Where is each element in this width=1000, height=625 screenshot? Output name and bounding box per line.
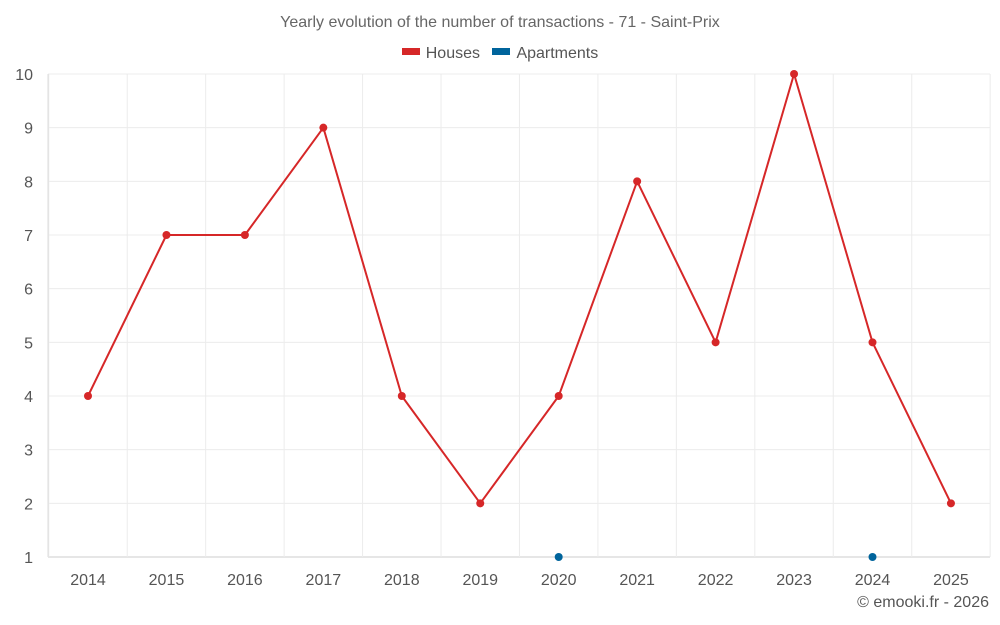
data-point-houses xyxy=(162,231,171,239)
y-tick-label: 1 xyxy=(24,550,33,567)
data-point-houses xyxy=(790,70,799,78)
y-tick-label: 4 xyxy=(24,389,33,406)
x-tick-label: 2022 xyxy=(698,572,734,589)
y-tick-label: 10 xyxy=(15,67,33,84)
legend-label-apartments: Apartments xyxy=(516,45,599,62)
legend-swatch-houses xyxy=(401,48,420,56)
x-tick-label: 2019 xyxy=(462,572,498,589)
data-point-houses xyxy=(84,392,92,400)
axes: 1 2 3 4 5 6 7 8 9 10 2014 2015 2016 2017 2018 2019 2020 2… xyxy=(15,67,969,589)
data-point-apartments xyxy=(554,553,563,561)
y-tick-label: 5 xyxy=(24,335,33,352)
y-tick-label: 9 xyxy=(24,121,33,138)
x-tick-label: 2025 xyxy=(933,572,969,589)
data-point-houses xyxy=(554,392,563,400)
data-point-houses xyxy=(476,499,485,508)
x-tick-label: 2017 xyxy=(306,572,342,589)
chart-title: Yearly evolution of the number of transa… xyxy=(280,14,720,31)
x-tick-label: 2016 xyxy=(227,572,263,589)
series xyxy=(84,70,955,561)
data-point-houses xyxy=(397,392,406,400)
x-tick-label: 2024 xyxy=(855,572,891,589)
series-line-houses xyxy=(87,73,952,505)
x-tick-label: 2023 xyxy=(776,572,812,589)
x-tick-label: 2018 xyxy=(384,572,420,589)
x-tick-label: 2014 xyxy=(70,572,106,589)
data-point-houses xyxy=(240,231,249,239)
data-point-houses xyxy=(633,177,642,186)
x-tick-label: 2021 xyxy=(619,572,655,589)
y-tick-label: 6 xyxy=(24,282,33,299)
x-tick-label: 2020 xyxy=(541,572,577,589)
data-point-apartments xyxy=(868,553,877,561)
y-tick-label: 8 xyxy=(24,174,33,191)
x-tick-label: 2015 xyxy=(149,572,185,589)
legend: Houses Apartments xyxy=(0,45,1000,63)
y-tick-label: 7 xyxy=(24,228,33,245)
y-tick-label: 2 xyxy=(24,496,33,513)
data-point-houses xyxy=(946,499,955,508)
legend-item-houses[interactable]: Houses xyxy=(401,45,480,63)
data-point-houses xyxy=(711,338,720,347)
credit-text: © emooki.fr - 2026 xyxy=(857,594,989,611)
grid xyxy=(47,73,991,558)
legend-item-apartments[interactable]: Apartments xyxy=(492,45,598,63)
data-point-houses xyxy=(868,338,877,347)
y-tick-label: 3 xyxy=(24,443,33,460)
data-point-houses xyxy=(319,123,328,132)
legend-label-houses: Houses xyxy=(425,45,480,62)
legend-swatch-apartments xyxy=(492,48,511,56)
